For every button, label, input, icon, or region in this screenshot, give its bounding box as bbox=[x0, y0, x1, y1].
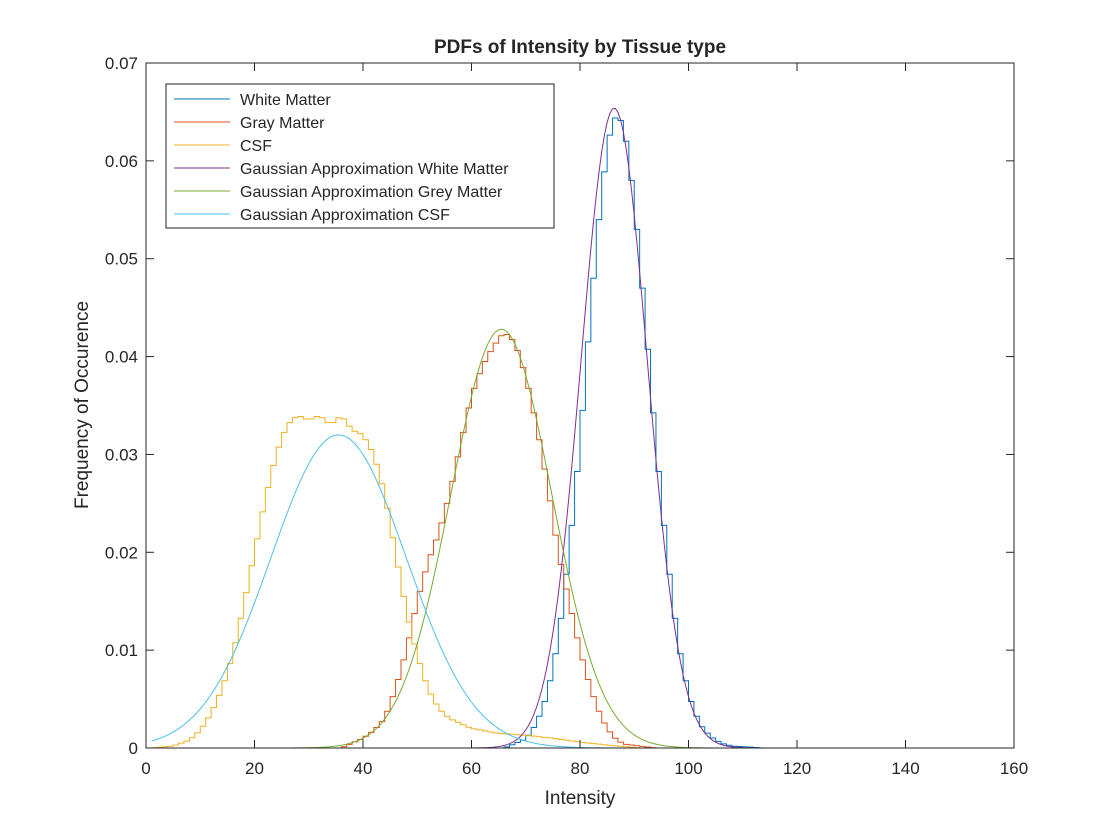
legend-label-gaussian-approximation-csf: Gaussian Approximation CSF bbox=[240, 207, 450, 224]
legend-label-white-matter: White Matter bbox=[240, 92, 331, 109]
x-tick-label: 100 bbox=[674, 759, 702, 778]
y-tick-label: 0.03 bbox=[105, 445, 138, 464]
x-tick-label: 20 bbox=[245, 759, 264, 778]
x-tick-label: 120 bbox=[783, 759, 811, 778]
y-tick-label: 0.07 bbox=[105, 54, 138, 73]
x-tick-label: 60 bbox=[462, 759, 481, 778]
chart-title: PDFs of Intensity by Tissue type bbox=[434, 37, 726, 58]
x-axis-label: Intensity bbox=[545, 788, 616, 809]
x-tick-label: 160 bbox=[1000, 759, 1028, 778]
legend-label-gray-matter: Gray Matter bbox=[240, 115, 325, 132]
x-tick-label: 40 bbox=[354, 759, 373, 778]
y-tick-label: 0.02 bbox=[105, 543, 138, 562]
legend-label-gaussian-approximation-grey-matter: Gaussian Approximation Grey Matter bbox=[240, 184, 503, 201]
legend-label-gaussian-approximation-white-matter: Gaussian Approximation White Matter bbox=[240, 161, 509, 178]
y-tick-label: 0.05 bbox=[105, 250, 138, 269]
y-tick-label: 0 bbox=[129, 739, 138, 758]
x-tick-label: 140 bbox=[891, 759, 919, 778]
x-tick-label: 80 bbox=[571, 759, 590, 778]
x-tick-label: 0 bbox=[141, 759, 150, 778]
ticks-layer: 0 20 40 60 80 100 120 140 160 0 0.01 0.02 0.03 0.04 0.… bbox=[105, 54, 1028, 778]
y-tick-label: 0.04 bbox=[105, 348, 138, 367]
legend-box bbox=[165, 83, 555, 229]
y-tick-label: 0.01 bbox=[105, 641, 138, 660]
legend-label-csf: CSF bbox=[240, 138, 272, 155]
y-axis-label: Frequency of Occurence bbox=[72, 301, 93, 509]
legend: White Matter Gray Matter CSF Gaussian Appro… bbox=[165, 83, 555, 229]
y-tick-label: 0.06 bbox=[105, 152, 138, 171]
